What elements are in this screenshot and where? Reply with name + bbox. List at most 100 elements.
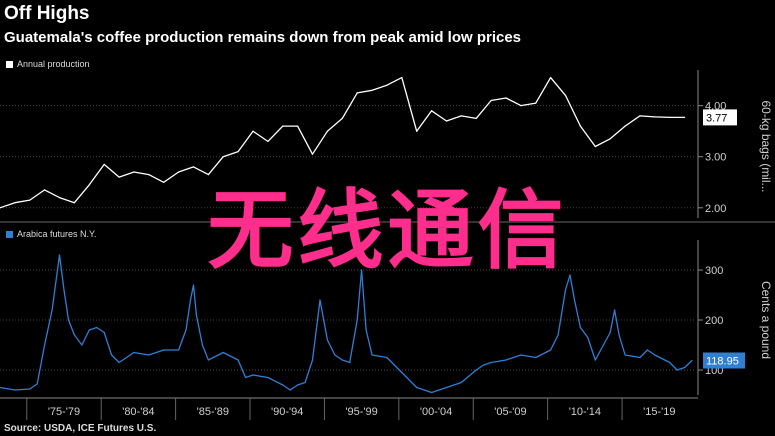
data-point-arabica-75	[684, 366, 686, 369]
last-value-box-arabica	[703, 352, 745, 369]
data-point-arabica-42	[356, 319, 358, 321]
data-point-arabica-34	[297, 384, 299, 386]
chart-title: Off Highs	[4, 3, 90, 24]
data-point-arabica-6	[58, 254, 61, 256]
legend-swatch-arabica	[6, 230, 13, 238]
data-point-production-20	[297, 125, 299, 127]
x-tick-label-7: '10-'14	[569, 406, 601, 418]
data-point-arabica-47	[401, 371, 403, 374]
data-point-production-35	[520, 105, 522, 107]
data-point-production-26	[386, 84, 388, 86]
data-point-arabica-36	[311, 359, 314, 361]
data-point-production-14	[207, 174, 209, 176]
series-line-arabica	[0, 254, 693, 394]
y-tick-label-production-0: 2.00	[705, 203, 726, 215]
data-point-production-32	[475, 117, 477, 119]
data-point-production-33	[490, 99, 492, 102]
data-point-arabica-17	[133, 351, 135, 354]
data-point-production-40	[594, 145, 596, 148]
data-point-arabica-13	[103, 331, 105, 334]
data-point-production-42	[624, 125, 626, 127]
data-point-production-12	[178, 171, 180, 173]
y-axis-title-production: 60-kg bags (mil...	[759, 100, 773, 192]
data-point-production-7	[103, 163, 105, 165]
data-point-production-16	[237, 151, 239, 153]
data-point-arabica-32	[282, 384, 284, 386]
data-point-arabica-50	[445, 386, 448, 389]
y-tick-label-arabica-2: 300	[705, 265, 723, 277]
data-point-production-1	[14, 202, 16, 204]
data-point-arabica-43	[361, 269, 363, 271]
data-point-production-46	[684, 116, 686, 118]
data-point-arabica-18	[148, 354, 150, 356]
series-line-production	[0, 76, 685, 209]
data-point-production-38	[564, 94, 567, 96]
data-point-arabica-58	[550, 349, 552, 351]
data-point-arabica-25	[201, 344, 203, 346]
legend-arabica: Arabica futures N.Y.	[6, 229, 96, 239]
data-point-production-24	[356, 92, 358, 94]
x-tick-label-8: '15-'19	[643, 406, 675, 418]
data-point-arabica-14	[111, 354, 113, 356]
data-point-production-9	[133, 171, 135, 173]
last-value-label-production: 3.77	[706, 112, 727, 124]
data-point-production-10	[148, 174, 150, 176]
data-point-arabica-21	[185, 329, 187, 331]
data-point-arabica-9	[73, 334, 75, 336]
data-point-production-18	[267, 140, 269, 142]
data-point-production-4	[58, 197, 61, 199]
data-point-production-34	[505, 97, 507, 99]
data-point-arabica-52	[475, 369, 477, 371]
data-point-arabica-23	[192, 284, 195, 286]
data-point-arabica-28	[237, 359, 239, 361]
x-tick-label-3: '90-'94	[271, 406, 303, 418]
legend-label-production: Annual production	[17, 59, 90, 69]
data-point-production-44	[654, 116, 656, 118]
data-point-arabica-48	[416, 386, 418, 389]
x-tick-label-0: '75-'79	[48, 406, 80, 418]
data-point-production-6	[88, 184, 90, 186]
data-point-production-22	[326, 130, 328, 132]
data-point-arabica-27	[222, 351, 224, 354]
data-point-arabica-57	[535, 356, 537, 359]
data-point-arabica-70	[639, 356, 641, 359]
legend-swatch-production	[6, 60, 13, 68]
x-tick-label-5: '00-'04	[420, 406, 452, 418]
data-point-arabica-22	[189, 299, 192, 301]
data-point-arabica-54	[490, 361, 492, 364]
data-point-production-23	[341, 117, 343, 119]
data-point-production-41	[609, 138, 611, 140]
x-tick-label-4: '95-'99	[345, 406, 377, 418]
data-point-arabica-33	[289, 389, 291, 391]
data-point-production-30	[445, 120, 448, 122]
data-point-arabica-46	[386, 356, 388, 359]
data-point-arabica-7	[63, 289, 65, 291]
data-point-arabica-49	[431, 391, 433, 394]
data-point-arabica-16	[125, 356, 128, 359]
data-point-production-25	[371, 89, 373, 91]
data-point-arabica-68	[618, 334, 620, 336]
data-point-arabica-76	[691, 359, 693, 362]
data-point-production-29	[431, 110, 433, 112]
data-point-production-39	[579, 125, 582, 127]
data-point-arabica-56	[520, 354, 522, 356]
data-point-arabica-63	[579, 326, 582, 329]
data-point-arabica-0	[0, 386, 1, 389]
last-value-box-production	[703, 109, 737, 126]
data-point-production-27	[401, 77, 403, 79]
data-point-arabica-39	[334, 354, 336, 356]
data-point-arabica-59	[557, 334, 559, 336]
data-point-production-15	[222, 156, 224, 158]
data-point-production-0	[0, 207, 1, 209]
y-axis-title-arabica: Cents a pound	[759, 281, 773, 359]
data-point-arabica-5	[51, 309, 53, 311]
data-point-arabica-44	[365, 329, 367, 331]
x-tick-label-6: '05-'09	[494, 406, 526, 418]
data-point-arabica-12	[96, 326, 98, 329]
legend-production: Annual production	[6, 59, 90, 69]
data-point-arabica-20	[178, 349, 180, 351]
data-point-production-13	[192, 166, 195, 168]
data-point-production-37	[550, 77, 552, 79]
data-point-production-5	[73, 202, 75, 204]
